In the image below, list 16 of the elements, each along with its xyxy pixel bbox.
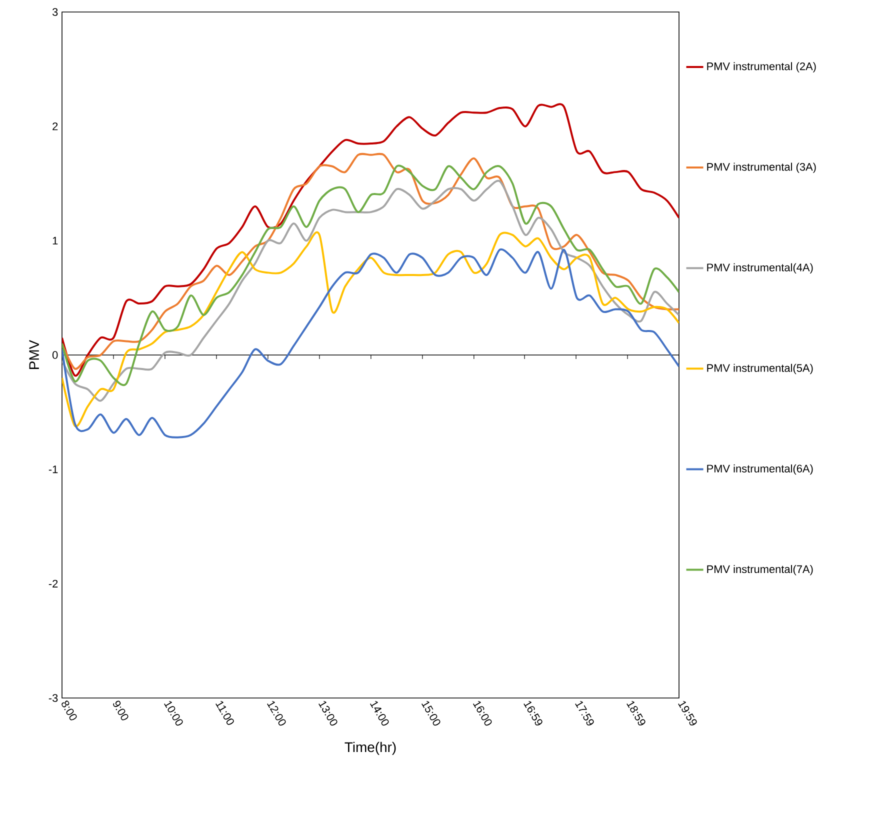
y-tick-label: 0 (52, 351, 58, 359)
legend-label: PMV instrumental(6A) (707, 464, 813, 475)
legend-label: PMV instrumental (3A) (707, 162, 816, 173)
y-axis-title: PMV (29, 340, 39, 369)
y-tick-label: 1 (52, 236, 58, 244)
y-tick-label: -3 (48, 694, 58, 702)
legend-label: PMV instrumental(5A) (707, 364, 813, 374)
legend-label: PMV instrumental (2A) (707, 62, 816, 72)
y-tick-label: -1 (48, 466, 58, 474)
legend-label: PMV instrumental(4A) (707, 263, 813, 274)
x-axis-title: Time(hr) (344, 742, 396, 755)
y-tick-label: 2 (52, 122, 58, 130)
y-tick-label: 3 (52, 8, 58, 16)
legend-label: PMV instrumental(7A) (707, 565, 813, 576)
y-tick-label: -2 (48, 580, 58, 588)
line-series (62, 104, 680, 377)
